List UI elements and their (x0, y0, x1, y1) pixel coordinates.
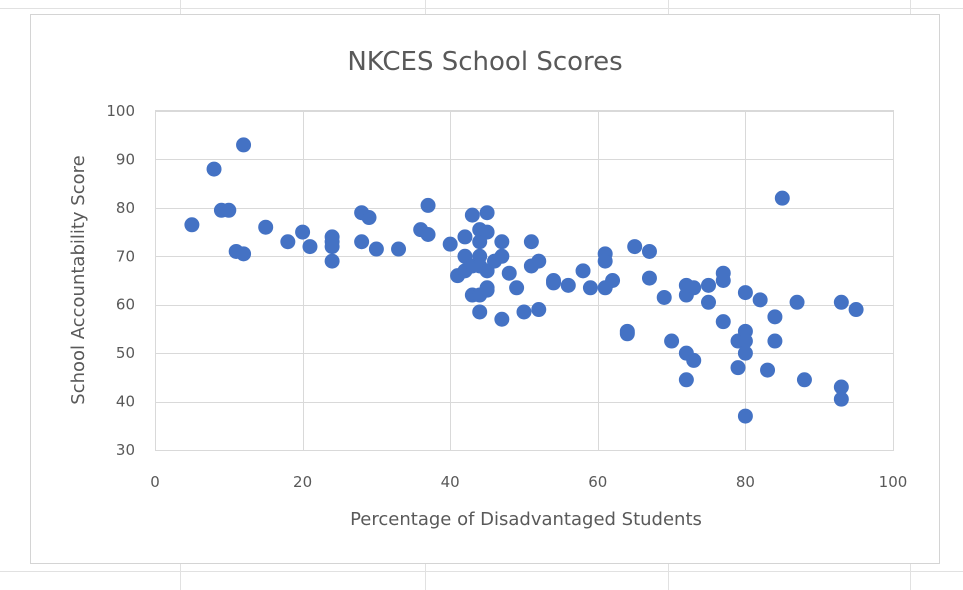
data-point (354, 234, 370, 250)
data-point (848, 302, 864, 318)
x-tick-label: 60 (588, 473, 607, 491)
data-point (597, 253, 613, 269)
data-point (479, 224, 495, 240)
data-point (701, 277, 716, 293)
data-point (737, 345, 753, 361)
x-tick-label: 40 (441, 473, 460, 491)
y-tick-label: 100 (106, 102, 135, 120)
data-point (420, 197, 436, 213)
data-point (686, 280, 702, 296)
data-point (324, 253, 340, 269)
y-tick-label: 80 (116, 199, 135, 217)
data-point (280, 234, 296, 250)
data-point (531, 302, 547, 318)
data-point (767, 309, 783, 325)
data-point (730, 360, 746, 376)
data-point (295, 224, 311, 240)
x-tick-label: 100 (879, 473, 908, 491)
data-point (627, 239, 643, 255)
data-point (619, 326, 635, 342)
data-points (184, 137, 864, 424)
x-tick-label: 20 (293, 473, 312, 491)
y-tick-label: 70 (116, 247, 135, 265)
y-axis-ticks: 30 40 50 60 70 80 90 100 (106, 102, 135, 459)
data-point (479, 205, 495, 221)
data-point (701, 294, 716, 310)
data-point (509, 280, 525, 296)
data-point (184, 217, 200, 233)
data-point (206, 161, 222, 177)
data-point (236, 137, 252, 153)
x-tick-label: 80 (736, 473, 755, 491)
y-tick-label: 50 (116, 344, 135, 362)
data-point (457, 229, 473, 245)
data-point (833, 294, 849, 310)
data-point (472, 304, 488, 320)
data-point (560, 277, 576, 293)
data-point (494, 248, 510, 264)
data-point (494, 311, 510, 327)
x-axis-title: Percentage of Disadvantaged Students (350, 509, 702, 530)
data-point (368, 241, 384, 257)
data-point (258, 219, 274, 235)
data-point (737, 408, 753, 424)
data-point (494, 234, 510, 250)
data-point (420, 226, 436, 242)
data-point (479, 282, 495, 298)
data-point (523, 234, 539, 250)
x-axis-ticks: 0 20 40 60 80 100 (150, 473, 907, 491)
data-point (464, 207, 480, 223)
data-point (715, 273, 731, 288)
data-point (796, 372, 812, 388)
data-point (582, 280, 598, 296)
data-point (737, 285, 753, 301)
y-tick-label: 60 (116, 296, 135, 314)
data-point (546, 275, 562, 291)
data-point (324, 239, 340, 255)
data-point (656, 289, 672, 305)
data-point (391, 241, 407, 257)
data-point (516, 304, 532, 320)
x-tick-label: 0 (150, 473, 160, 491)
plot-area-border (155, 110, 894, 451)
y-axis-title: School Accountability Score (68, 155, 89, 404)
chart-title: NKCES School Scores (347, 47, 622, 77)
data-point (442, 236, 458, 252)
data-point (641, 243, 657, 259)
y-tick-label: 90 (116, 150, 135, 168)
data-point (302, 239, 318, 255)
y-tick-label: 40 (116, 393, 135, 411)
data-point (361, 210, 377, 226)
gridlines (155, 111, 894, 451)
data-point (752, 292, 768, 308)
data-point (833, 391, 849, 407)
data-point (501, 265, 517, 281)
data-point (641, 270, 657, 286)
data-point (767, 333, 783, 349)
data-point (664, 333, 680, 349)
data-point (789, 294, 805, 310)
data-point (221, 202, 237, 218)
y-tick-label: 30 (116, 441, 135, 459)
data-point (605, 273, 621, 288)
data-point (575, 263, 591, 279)
data-point (678, 372, 694, 388)
data-point (236, 246, 252, 262)
data-point (531, 253, 547, 269)
data-point (760, 362, 776, 378)
data-point (774, 190, 790, 206)
data-point (686, 352, 702, 368)
data-point (715, 314, 731, 330)
